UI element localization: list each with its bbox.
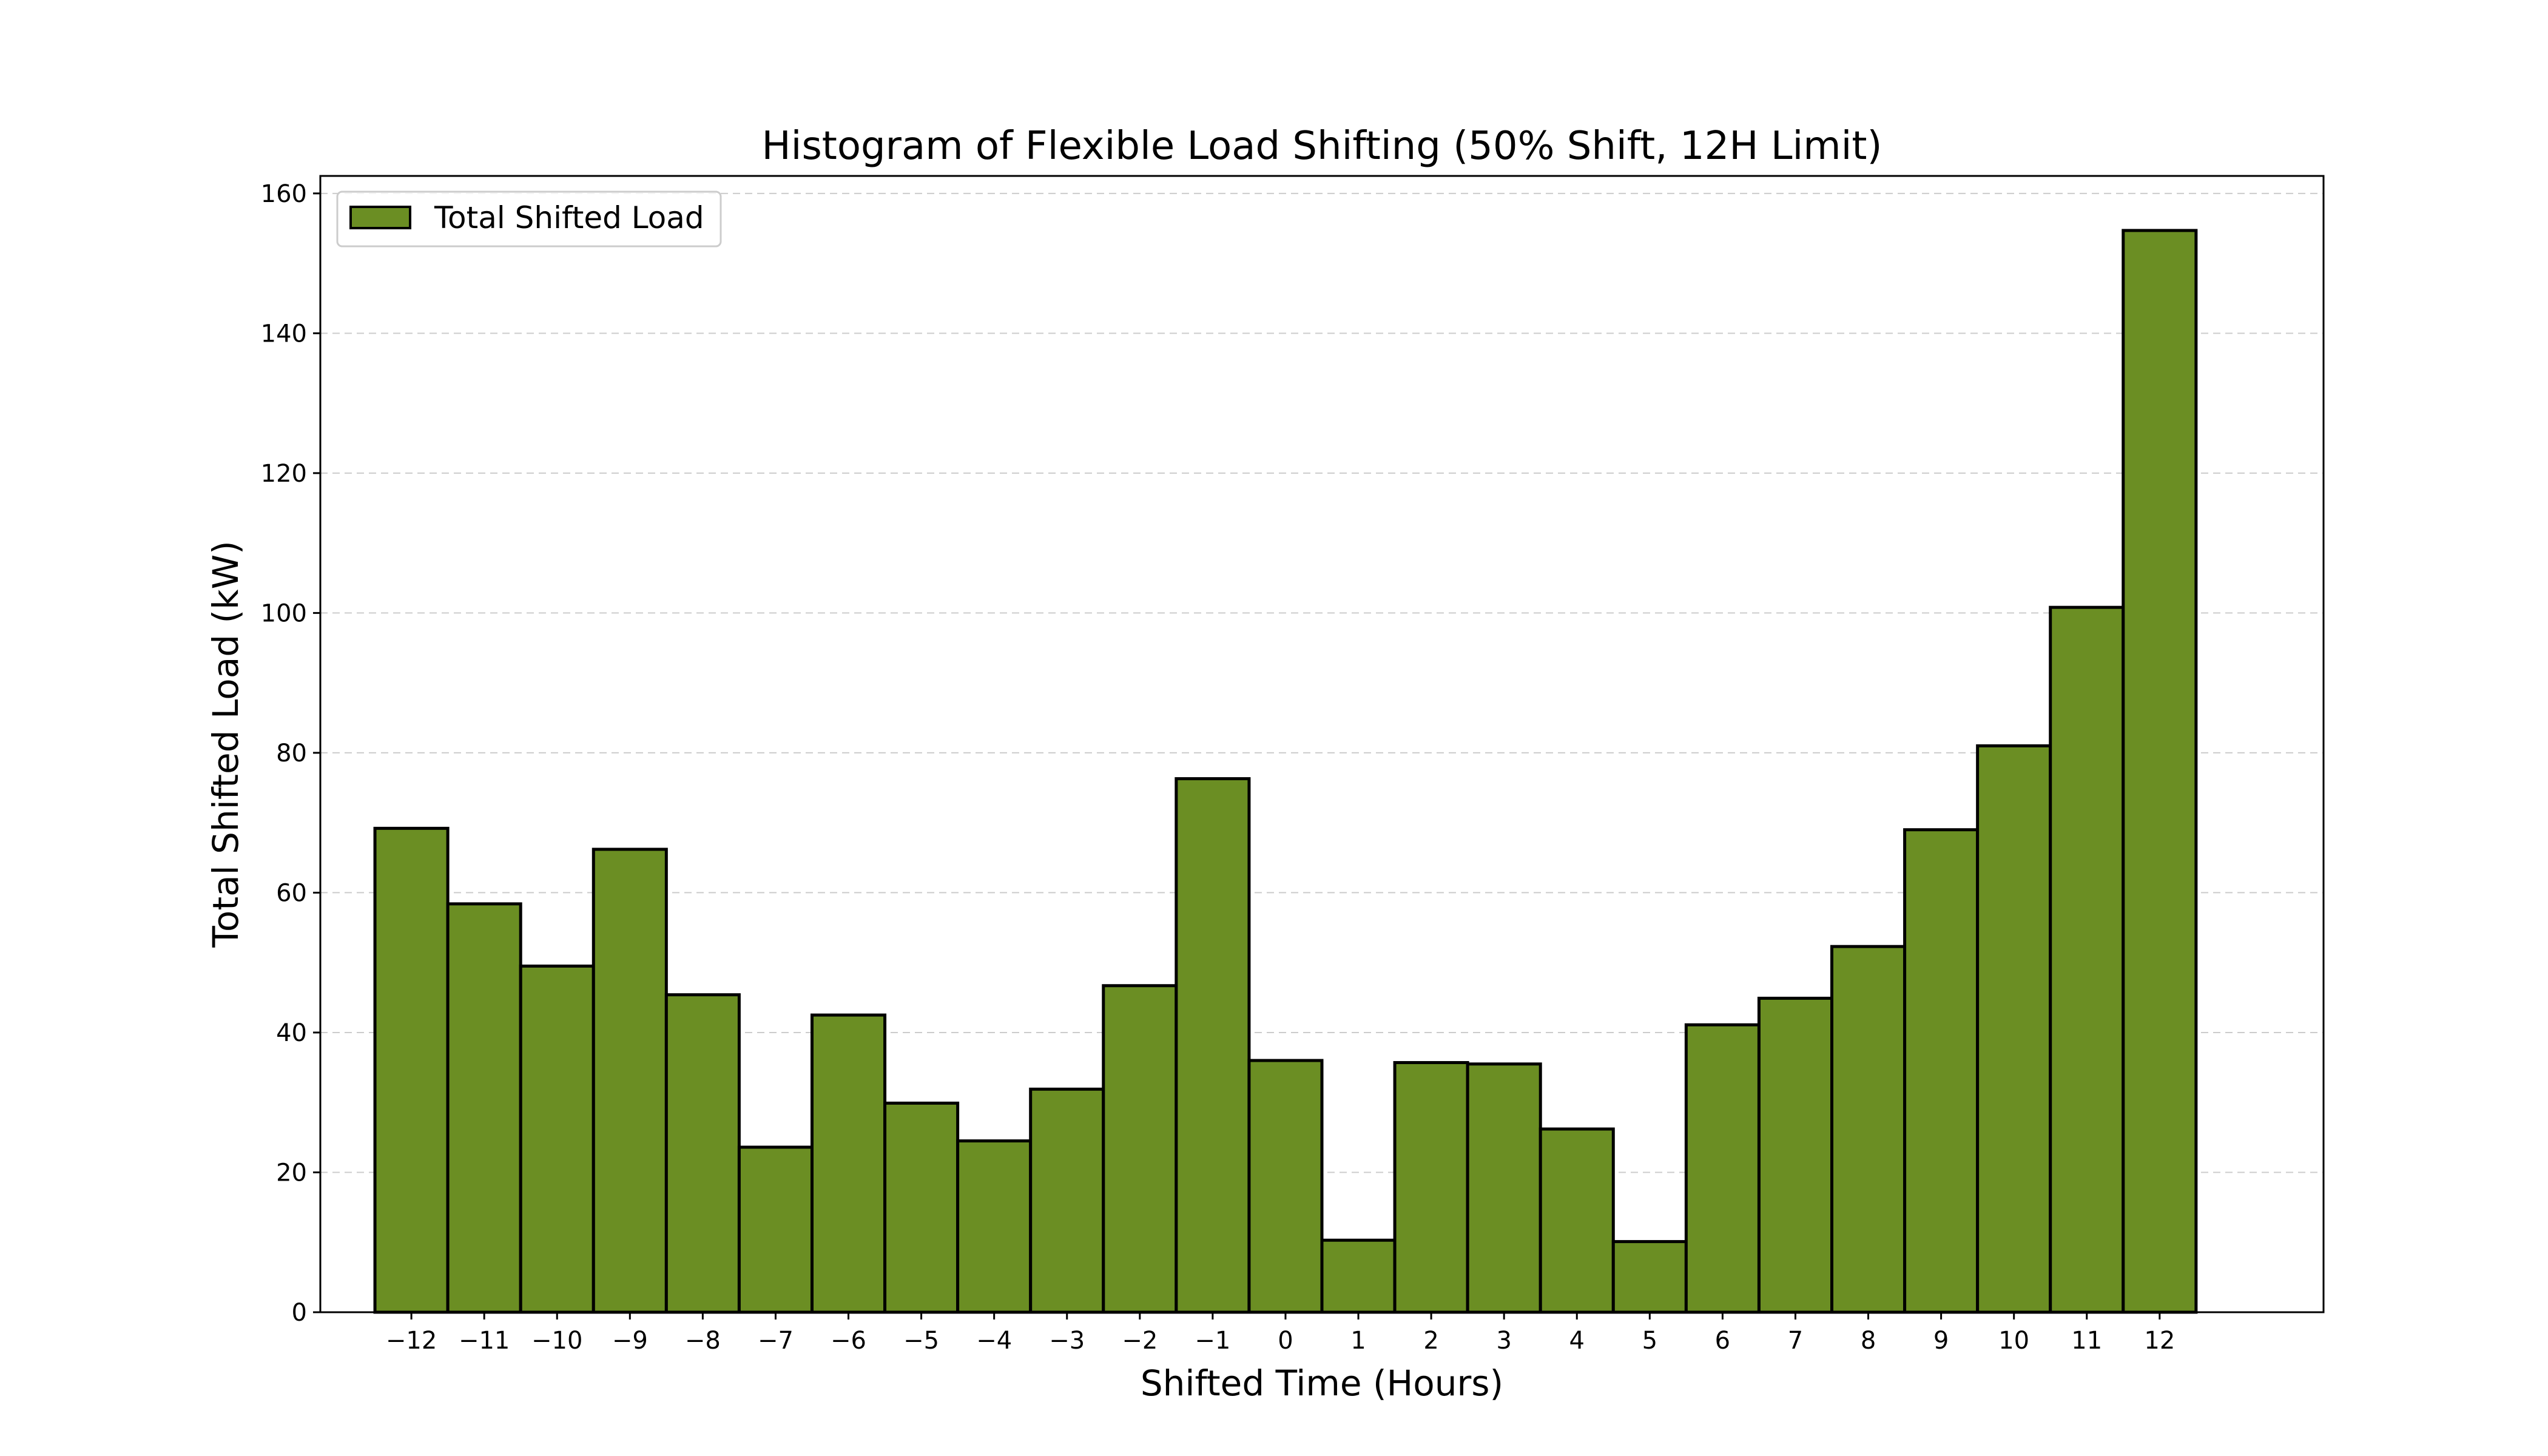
- bar: [883, 1101, 960, 1314]
- bar: [1757, 996, 1834, 1314]
- bar: [956, 1139, 1033, 1314]
- bar: [1393, 1061, 1469, 1314]
- x-tick-label: 7: [1788, 1327, 1803, 1355]
- x-tick-label: −10: [531, 1327, 582, 1355]
- y-tick-label: 0: [292, 1299, 307, 1327]
- x-tick-label: 6: [1715, 1327, 1730, 1355]
- y-tick-label: 160: [261, 180, 307, 208]
- x-tick-label: 12: [2144, 1327, 2175, 1355]
- x-tick-label: −3: [1049, 1327, 1085, 1355]
- legend-swatch: [349, 206, 411, 229]
- plot-frame: [319, 175, 2325, 1313]
- x-tick-label: −8: [685, 1327, 721, 1355]
- bar: [1029, 1087, 1105, 1314]
- x-tick-label: 3: [1496, 1327, 1511, 1355]
- x-tick-label: −5: [903, 1327, 939, 1355]
- x-tick-label: 4: [1569, 1327, 1585, 1355]
- bar: [1320, 1238, 1397, 1314]
- x-tick-label: 10: [1998, 1327, 2029, 1355]
- x-tick-label: −9: [612, 1327, 648, 1355]
- x-axis-label: Shifted Time (Hours): [1141, 1363, 1503, 1404]
- y-tick-label: 20: [276, 1159, 307, 1187]
- x-tick-label: 0: [1278, 1327, 1293, 1355]
- bar: [2122, 229, 2198, 1314]
- x-tick-label: 5: [1642, 1327, 1657, 1355]
- chart-title: Histogram of Flexible Load Shifting (50%…: [762, 124, 1882, 169]
- x-tick-label: −2: [1122, 1327, 1158, 1355]
- y-tick-label: 100: [261, 599, 307, 627]
- y-axis-ticks: 0 20 40 60 80 100 120 140 160: [261, 180, 320, 1327]
- bar: [1102, 984, 1178, 1314]
- legend-box: [336, 190, 722, 248]
- x-tick-label: −11: [459, 1327, 510, 1355]
- x-tick-label: −12: [386, 1327, 437, 1355]
- bar: [1830, 945, 1907, 1314]
- bar: [446, 902, 522, 1314]
- y-tick-label: 120: [261, 460, 307, 488]
- legend-label: Total Shifted Load: [434, 200, 704, 235]
- bar: [1903, 828, 1980, 1314]
- bar: [737, 1145, 814, 1314]
- bar: [1175, 777, 1251, 1314]
- bar: [1611, 1240, 1688, 1314]
- x-tick-label: 9: [1933, 1327, 1949, 1355]
- y-tick-label: 80: [276, 740, 307, 767]
- x-tick-label: 1: [1350, 1327, 1366, 1355]
- legend: Total Shifted Load: [336, 190, 722, 248]
- bar: [373, 826, 450, 1314]
- bar: [810, 1013, 887, 1314]
- bar: [664, 993, 741, 1314]
- y-tick-label: 40: [276, 1019, 307, 1047]
- x-tick-label: 11: [2071, 1327, 2102, 1355]
- x-tick-label: −6: [831, 1327, 866, 1355]
- y-tick-label: 60: [276, 879, 307, 907]
- bar: [1466, 1062, 1542, 1314]
- bar: [1247, 1059, 1324, 1314]
- x-tick-label: 8: [1861, 1327, 1876, 1355]
- x-axis-ticks: −12 −11 −10 −9 −8 −7 −6 −5 −4 −3 −2 −1 0 1 2 3 4 5 6 7 8 9 10 1…: [386, 1312, 2175, 1355]
- bar: [1976, 744, 2052, 1314]
- x-tick-label: 2: [1423, 1327, 1438, 1355]
- x-tick-label: −4: [976, 1327, 1012, 1355]
- bar: [1684, 1023, 1761, 1314]
- bar: [592, 848, 668, 1314]
- bar: [1539, 1127, 1615, 1314]
- bar: [2049, 605, 2125, 1314]
- y-tick-label: 140: [261, 320, 307, 348]
- x-tick-label: −1: [1195, 1327, 1230, 1355]
- bar: [519, 964, 595, 1314]
- x-tick-label: −7: [758, 1327, 794, 1355]
- y-axis-label: Total Shifted Load (kW): [205, 541, 246, 948]
